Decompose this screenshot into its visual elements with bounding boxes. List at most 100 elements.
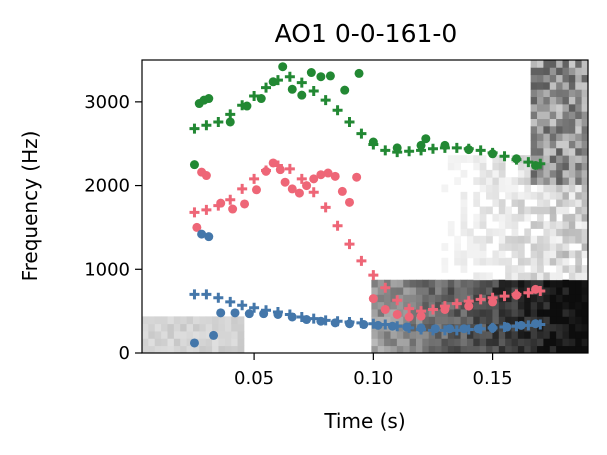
spectrogram-cell	[390, 287, 398, 295]
spectrogram-cell	[562, 140, 570, 149]
spectrogram-cell	[556, 191, 563, 200]
spectrogram-cell	[562, 287, 570, 295]
spectrogram-cell	[543, 155, 551, 163]
spectrogram-cell	[530, 74, 538, 83]
spectrogram-cell	[581, 169, 589, 178]
spectrogram-cell	[466, 309, 474, 317]
spectrogram-cell	[537, 272, 544, 281]
spectrogram-cell	[460, 316, 468, 325]
spectrogram-cell	[530, 177, 538, 185]
spectrogram-cell	[517, 177, 525, 185]
spectrogram-cell	[530, 147, 538, 156]
spectrogram-cell	[396, 338, 404, 347]
spectrogram-cell	[549, 162, 557, 171]
y-tick-label: 3000	[84, 92, 130, 113]
spectrogram-cell	[441, 184, 449, 193]
spectrogram-cell	[479, 279, 487, 288]
spectrogram-cell	[403, 338, 410, 347]
spectrogram-cell	[447, 155, 455, 163]
data-point-plus	[249, 302, 260, 313]
data-point-circle	[204, 232, 214, 242]
spectrogram-cell	[556, 228, 563, 237]
spectrogram-cell	[556, 345, 563, 354]
spectrogram-cell	[205, 323, 213, 332]
spectrogram-cell	[492, 191, 500, 200]
spectrogram-cell	[537, 338, 544, 347]
spectrogram-cell	[505, 279, 512, 288]
spectrogram-cell	[428, 279, 436, 288]
spectrogram-cell	[460, 257, 468, 266]
spectrogram-cell	[517, 301, 525, 310]
spectrogram-cell	[396, 345, 404, 354]
spectrogram-cell	[568, 265, 576, 273]
spectrogram-cell	[562, 103, 570, 112]
spectrogram-cell	[556, 133, 563, 141]
spectrogram-cell	[556, 169, 563, 178]
spectrogram-cell	[492, 345, 500, 354]
spectrogram-cell	[422, 301, 430, 310]
spectrogram-cell	[568, 133, 576, 141]
spectrogram-cell	[562, 265, 570, 273]
spectrogram-cell	[562, 279, 570, 288]
spectrogram-cell	[390, 279, 398, 288]
data-point-circle	[344, 319, 354, 329]
spectrogram-cell	[511, 177, 519, 185]
spectrogram-cell	[511, 309, 519, 317]
spectrogram-cell	[441, 287, 449, 295]
spectrogram-cell	[486, 279, 493, 288]
spectrogram-cell	[473, 177, 481, 185]
spectrogram-cell	[224, 331, 232, 339]
y-axis-label: Frequency (Hz)	[18, 131, 42, 282]
spectrogram-cell	[556, 111, 563, 120]
spectrogram-cell	[479, 287, 487, 295]
spectrogram-cell	[479, 272, 487, 281]
spectrogram-cell	[524, 338, 532, 347]
spectrogram-cell	[581, 60, 589, 68]
spectrogram-cell	[543, 162, 551, 171]
data-point-circle	[240, 199, 250, 209]
spectrogram-cell	[549, 287, 557, 295]
spectrogram-cell	[511, 221, 519, 229]
spectrogram-cell	[473, 250, 481, 259]
spectrogram-cell	[575, 133, 583, 141]
spectrogram-cell	[492, 250, 500, 259]
data-point-plus	[404, 146, 415, 157]
spectrogram-cell	[556, 235, 563, 244]
spectrogram-cell	[562, 301, 570, 310]
spectrogram-cell	[486, 177, 493, 185]
spectrogram-cell	[409, 301, 417, 310]
data-point-circle	[201, 171, 211, 181]
data-point-circle	[204, 94, 214, 104]
spectrogram-cell	[479, 235, 487, 244]
spectrogram-cell	[568, 272, 576, 281]
spectrogram-cell	[428, 294, 436, 303]
spectrogram-cell	[199, 338, 207, 347]
spectrogram-cell	[403, 301, 410, 310]
spectrogram-cell	[466, 345, 474, 354]
spectrogram-cell	[473, 199, 481, 207]
spectrogram-cell	[543, 118, 551, 127]
spectrogram-cell	[479, 250, 487, 259]
spectrogram-cell	[543, 287, 551, 295]
spectrogram-cell	[498, 243, 506, 251]
spectrogram-cell	[568, 279, 576, 288]
spectrogram-cell	[192, 323, 200, 332]
spectrogram-cell	[142, 323, 149, 332]
spectrogram-cell	[231, 338, 238, 347]
spectrogram-cell	[562, 74, 570, 83]
data-point-circle	[337, 186, 347, 196]
spectrogram-cell	[549, 96, 557, 105]
spectrogram-cell	[549, 309, 557, 317]
spectrogram-cell	[492, 199, 500, 207]
spectrogram-cell	[492, 331, 500, 339]
data-point-circle	[189, 338, 199, 348]
spectrogram-cell	[435, 309, 442, 317]
spectrogram-cell	[549, 250, 557, 259]
spectrogram-cell	[524, 191, 532, 200]
spectrogram-cell	[581, 89, 589, 98]
spectrogram-cell	[581, 184, 589, 193]
spectrogram-cell	[556, 60, 563, 68]
spectrogram-cell	[205, 316, 213, 325]
spectrogram-cell	[562, 323, 570, 332]
data-point-circle	[323, 168, 333, 178]
